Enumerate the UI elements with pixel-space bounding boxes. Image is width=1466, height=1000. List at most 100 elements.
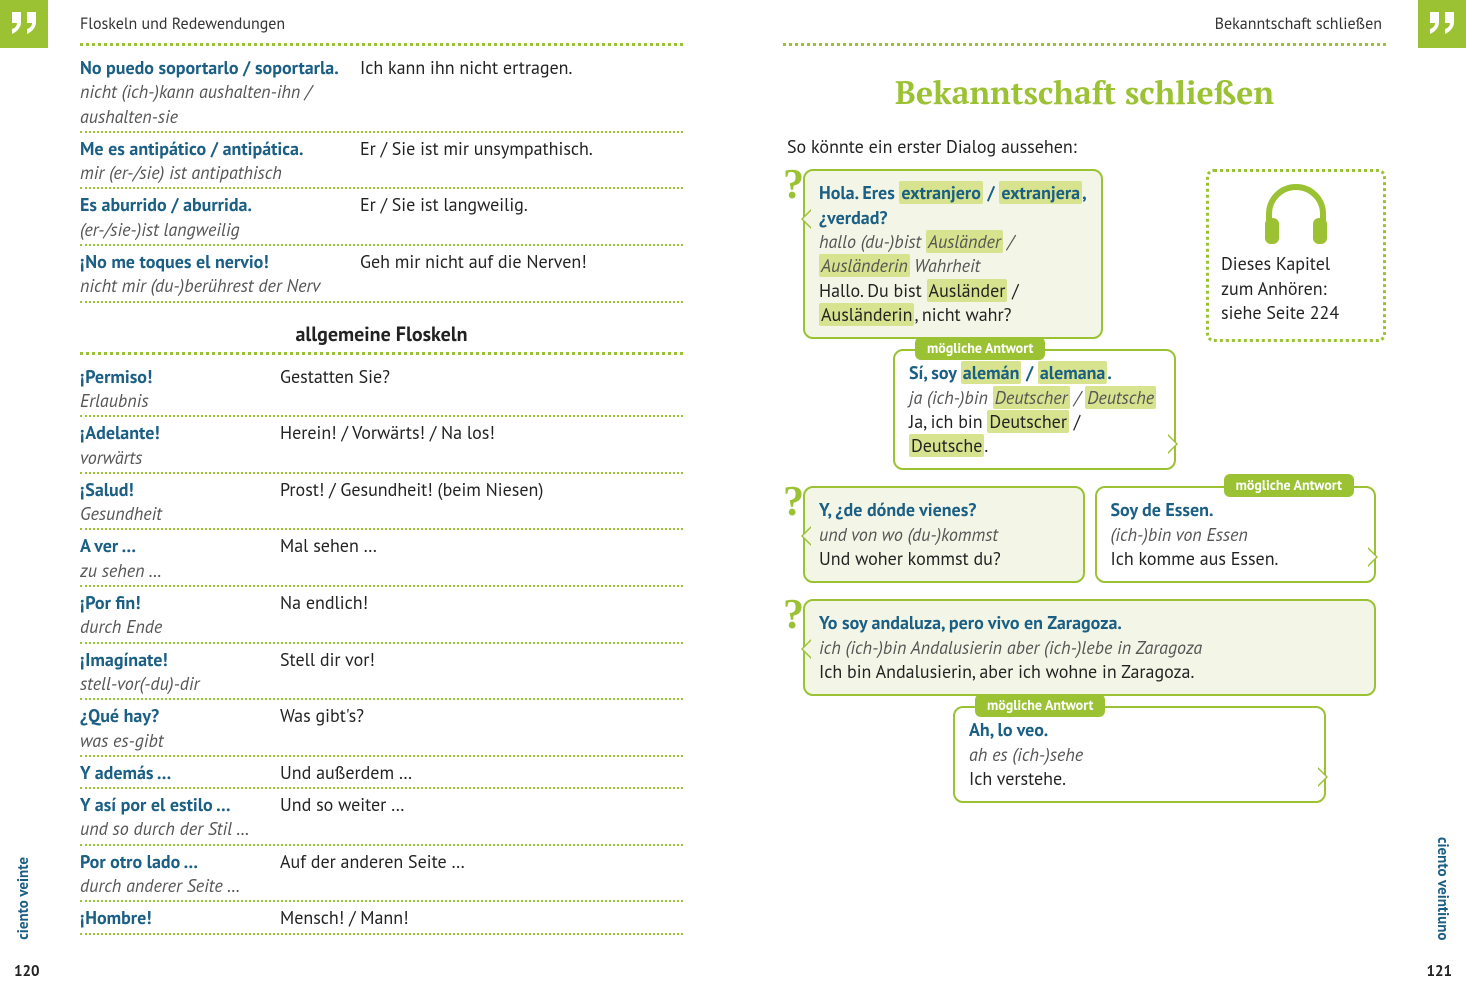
question-bubble-2: ? Y, ¿de dónde vienes? und von wo (du-)k… — [803, 486, 1085, 583]
phrase-literal: nicht (ich-)kann aushalten-ihn / aushalt… — [80, 80, 350, 129]
phrase-german: Geh mir nicht auf die Nerven! — [360, 250, 683, 299]
phrase-german: Er / Sie ist langweilig. — [360, 193, 683, 242]
phrase-literal: stell-vor(-du)-dir — [80, 672, 270, 696]
phrase-literal: mir (er-/sie) ist antipathisch — [80, 161, 350, 185]
phrase-german: Er / Sie ist mir unsympa­thisch. — [360, 137, 683, 186]
phrase-row: ¡No me toques el nervio!nicht mir (du-)b… — [80, 246, 683, 303]
phrase-german: Stell dir vor! — [280, 648, 683, 697]
dialog-area: Dieses Kapitel zum Anhören: siehe Seite … — [783, 169, 1386, 803]
question-bubble-3: ? Yo soy andaluza, pero vivo en Zaragoza… — [803, 599, 1376, 696]
audio-line-2: zum Anhören: — [1221, 277, 1371, 301]
phrase-spanish: ¡Hombre! — [80, 906, 270, 930]
q1-spanish: Hola. Eres extranjero / extranjera, ¿ver… — [819, 181, 1087, 230]
phrase-german: Und so weiter … — [280, 793, 683, 842]
q1-literal: hallo (du-)bist Ausländer / Ausländerin … — [819, 230, 1087, 279]
phrase-spanish: Y así por el estilo … — [80, 793, 270, 817]
phrase-german: Mal sehen … — [280, 534, 683, 583]
quote-tab-left — [0, 0, 48, 48]
phrase-spanish: ¿Qué hay? — [80, 704, 270, 728]
phrase-spanish: Me es antipático / antipática. — [80, 137, 350, 161]
question-bubble-1: ? Hola. Eres extranjero / extranjera, ¿v… — [803, 169, 1103, 339]
phrase-spanish: ¡Imagínate! — [80, 648, 270, 672]
audio-box: Dieses Kapitel zum Anhören: siehe Seite … — [1206, 169, 1386, 342]
a2-german: Ich komme aus Essen. — [1111, 547, 1361, 571]
page-number-right: 121 — [1426, 962, 1452, 982]
phrase-row: ¡Adelante!vorwärtsHerein! / Vorwärts! / … — [80, 417, 683, 474]
phrase-german: Und außerdem … — [280, 761, 683, 785]
phrase-literal: Gesundheit — [80, 502, 270, 526]
phrase-spanish: No puedo soportarlo / soportarla. — [80, 56, 350, 80]
left-header: Floskeln und Redewendungen — [80, 10, 683, 46]
phrase-spanish: ¡Salud! — [80, 478, 270, 502]
phrase-row: ¿Qué hay?was es-gibt Was gibt's? — [80, 700, 683, 757]
dialog-3: ? Yo soy andaluza, pero vivo en Zaragoza… — [783, 599, 1386, 803]
phrase-spanish: Y además … — [80, 761, 270, 785]
headphones-icon — [1257, 184, 1335, 246]
phrase-row: Y así por el estilo …und so durch der St… — [80, 789, 683, 846]
phrase-literal: Erlaubnis — [80, 389, 270, 413]
phrase-literal: was es-gibt — [80, 729, 270, 753]
phrase-spanish: ¡Permiso! — [80, 365, 270, 389]
phrase-spanish: Por otro lado … — [80, 850, 270, 874]
right-header: Bekanntschaft schließen — [783, 10, 1386, 46]
q3-literal: ich (ich-)bin Andalusierin aber (ich-)le… — [819, 636, 1360, 660]
left-page: Floskeln und Redewendungen No puedo sopo… — [0, 0, 733, 1000]
quote-tab-right — [1418, 0, 1466, 48]
intro-text: So könnte ein erster Dialog aussehen: — [787, 135, 1386, 159]
right-page: Bekanntschaft schließen Bekanntschaft sc… — [733, 0, 1466, 1000]
q2-german: Und woher kommst du? — [819, 547, 1069, 571]
page-number-left: 120 — [14, 962, 40, 982]
phrase-german: Mensch! / Mann! — [280, 906, 683, 930]
q3-german: Ich bin Andalusierin, aber ich wohne in … — [819, 660, 1360, 684]
a2-spanish: Soy de Essen. — [1111, 498, 1361, 522]
a3-german: Ich verstehe. — [969, 767, 1310, 791]
phrase-spanish: ¡Adelante! — [80, 421, 270, 445]
phrase-german: Na endlich! — [280, 591, 683, 640]
phrase-spanish: Es aburrido / aburrida. — [80, 193, 350, 217]
a2-literal: (ich-)bin von Essen — [1111, 523, 1361, 547]
phrase-row: Por otro lado …durch anderer Seite …Auf … — [80, 846, 683, 903]
right-header-title: Bekanntschaft schließen — [1215, 14, 1386, 40]
phrase-row: Es aburrido / aburrida.(er-/sie-)ist lan… — [80, 189, 683, 246]
quote-icon — [1427, 12, 1457, 36]
phrase-row: Me es antipático / antipática.mir (er-/s… — [80, 133, 683, 190]
question-mark-icon: ? — [783, 587, 804, 644]
answer-bubble-1: mögliche Antwort Sí, soy alemán / aleman… — [893, 349, 1176, 470]
phrase-list-1: No puedo soportarlo / soportarla.nicht (… — [80, 52, 683, 303]
phrase-german: Ich kann ihn nicht ertragen. — [360, 56, 683, 129]
answer-label: mögliche Antwort — [915, 337, 1045, 360]
phrase-literal: und so durch der Stil … — [80, 817, 270, 841]
a3-literal: ah es (ich-)sehe — [969, 743, 1310, 767]
a1-literal: ja (ich-)bin Deutscher / Deutsche — [909, 386, 1160, 410]
phrase-row: A ver …zu sehen … Mal sehen … — [80, 530, 683, 587]
a1-spanish: Sí, soy alemán / alemana. — [909, 361, 1160, 385]
phrase-literal: zu sehen … — [80, 559, 270, 583]
phrase-literal: nicht mir (du-)berührest der Nerv — [80, 274, 350, 298]
phrase-row: ¡Salud!GesundheitProst! / Gesundheit! (b… — [80, 474, 683, 531]
phrase-row: No puedo soportarlo / soportarla.nicht (… — [80, 52, 683, 133]
phrase-row: ¡Hombre! Mensch! / Mann! — [80, 902, 683, 934]
question-mark-icon: ? — [783, 474, 804, 531]
answer-bubble-2: mögliche Antwort Soy de Essen. (ich-)bin… — [1095, 486, 1377, 583]
phrase-row: ¡Por fin!durch Ende Na endlich! — [80, 587, 683, 644]
dialog-1: Dieses Kapitel zum Anhören: siehe Seite … — [783, 169, 1386, 470]
audio-line-3: siehe Seite 224 — [1221, 301, 1371, 325]
phrase-german: Auf der anderen Seite … — [280, 850, 683, 899]
q2-literal: und von wo (du-)kommst — [819, 523, 1069, 547]
question-mark-icon: ? — [783, 157, 804, 214]
q3-spanish: Yo soy andaluza, pero vivo en Zaragoza. — [819, 611, 1360, 635]
phrase-spanish: ¡Por fin! — [80, 591, 270, 615]
q2-spanish: Y, ¿de dónde vienes? — [819, 498, 1069, 522]
phrase-row: ¡Imagínate!stell-vor(-du)-dir Stell dir v… — [80, 644, 683, 701]
dotted-rule — [80, 352, 683, 355]
phrase-literal: durch Ende — [80, 615, 270, 639]
a1-german: Ja, ich bin Deutscher / Deutsche. — [909, 410, 1160, 459]
phrase-literal: (er-/sie-)ist langweilig — [80, 218, 350, 242]
chapter-title: Bekanntschaft schließen — [783, 72, 1386, 115]
phrase-spanish: A ver … — [80, 534, 270, 558]
phrase-literal: vorwärts — [80, 446, 270, 470]
phrase-german: Was gibt's? — [280, 704, 683, 753]
page-word-left: ciento veinte — [14, 857, 34, 940]
phrase-list-2: ¡Permiso!ErlaubnisGestatten Sie?¡Adelant… — [80, 361, 683, 935]
phrase-row: ¡Permiso!ErlaubnisGestatten Sie? — [80, 361, 683, 418]
